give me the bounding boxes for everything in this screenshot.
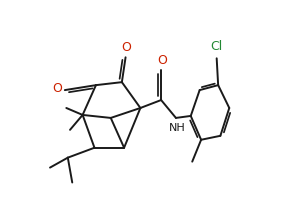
Text: O: O bbox=[122, 41, 132, 54]
Text: O: O bbox=[52, 82, 62, 95]
Text: O: O bbox=[157, 54, 167, 67]
Text: NH: NH bbox=[169, 123, 185, 133]
Text: Cl: Cl bbox=[211, 40, 223, 53]
